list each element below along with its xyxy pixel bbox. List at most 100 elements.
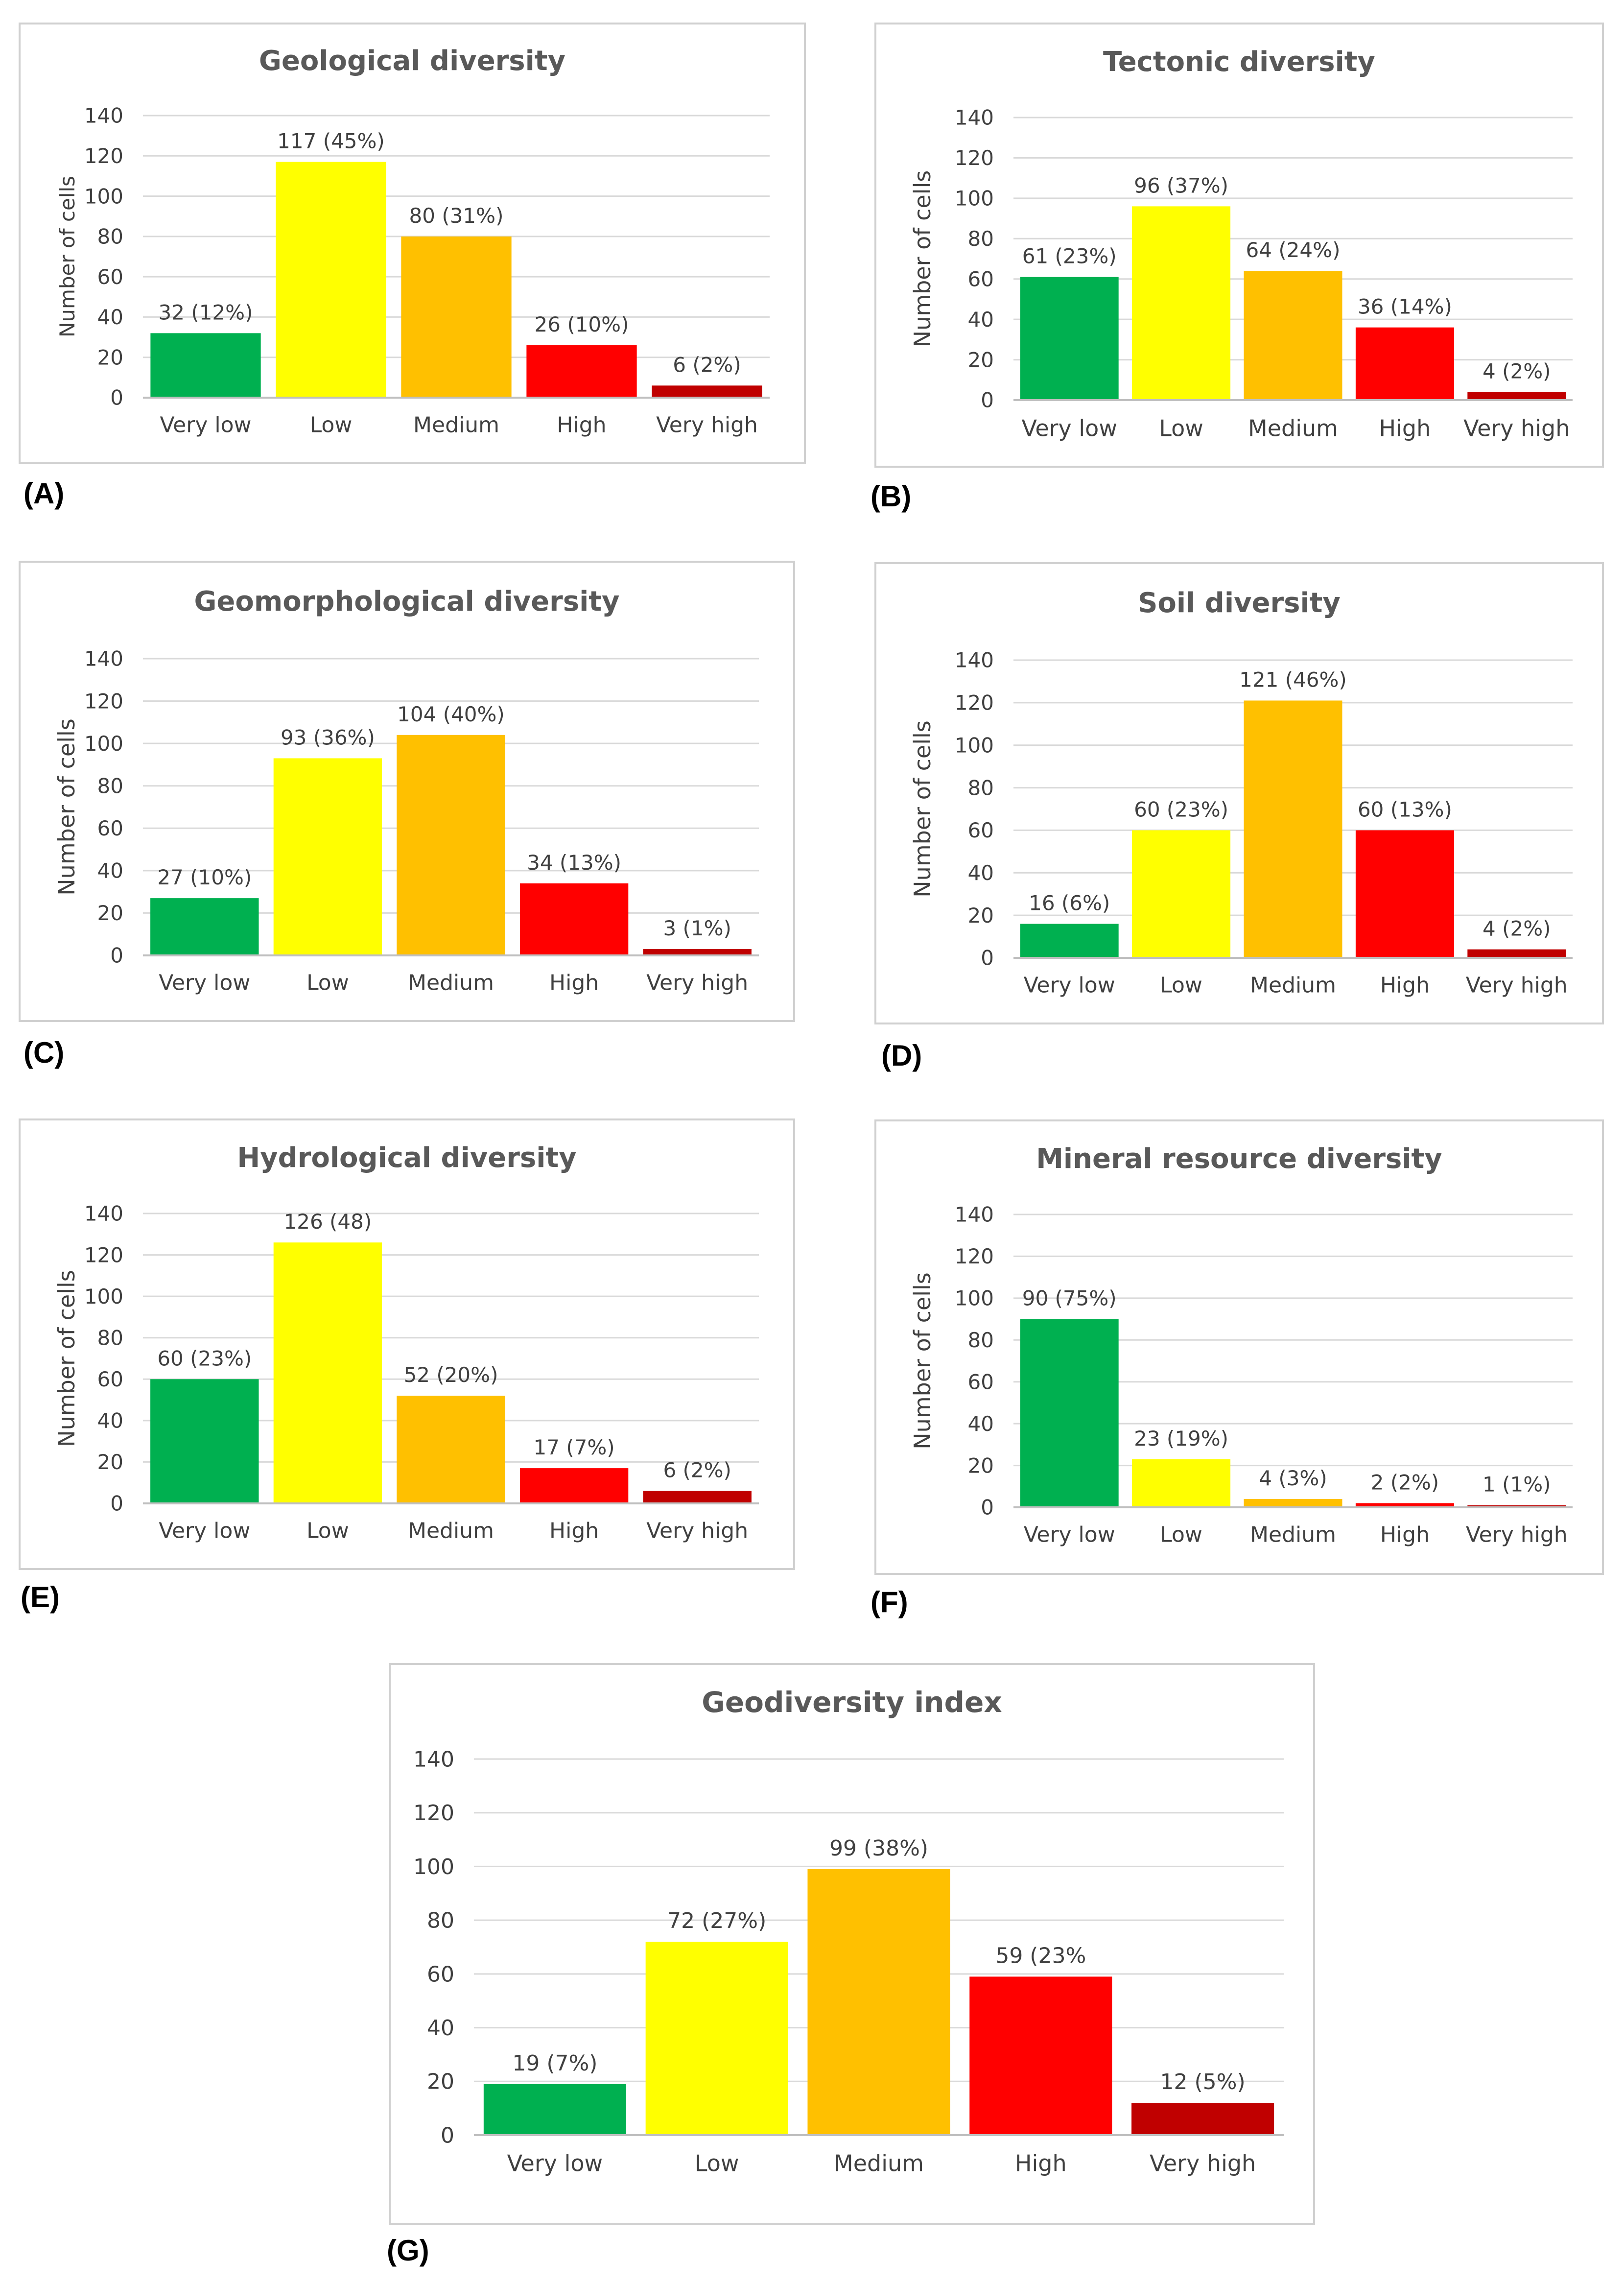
data-label-very-high: 12 (5%) — [1160, 2070, 1246, 2094]
y-tick-label: 120 — [84, 144, 123, 168]
bar-high — [969, 1976, 1112, 2135]
y-tick-label: 40 — [97, 1409, 123, 1433]
bar-high — [1355, 830, 1454, 958]
panel-label-d: (D) — [881, 1039, 922, 1072]
y-axis-title: Number of cells — [909, 170, 936, 348]
bar-very-high — [643, 949, 752, 955]
data-label-medium: 4 (3%) — [1259, 1466, 1327, 1490]
bar-very-high — [1467, 949, 1566, 958]
x-category-label-medium: Medium — [408, 1518, 494, 1543]
x-category-label-low: Low — [1160, 973, 1202, 998]
data-label-medium: 104 (40%) — [397, 702, 505, 726]
x-category-label-low: Low — [1160, 1522, 1202, 1547]
data-label-very-low: 19 (7%) — [512, 2051, 597, 2076]
chart-title: Soil diversity — [1138, 587, 1341, 619]
x-category-label-low: Low — [695, 2150, 739, 2177]
x-category-label-medium: Medium — [1248, 415, 1338, 442]
chart-svg-4: Hydrological diversity 0 20 40 60 80 100 120 140… — [53, 1142, 759, 1543]
data-label-low: 93 (36%) — [281, 725, 375, 749]
y-tick-label: 80 — [968, 227, 994, 251]
y-tick-label: 40 — [427, 2016, 454, 2041]
y-tick-label: 0 — [110, 386, 123, 410]
bar-high — [519, 1468, 629, 1503]
bar-low — [645, 1942, 788, 2135]
x-category-label-very-low: Very low — [507, 2150, 603, 2177]
data-label-very-low: 60 (23%) — [157, 1346, 252, 1370]
x-category-label-high: High — [1379, 415, 1431, 442]
bar-very-high — [1131, 2103, 1274, 2135]
chart-panel-a: Geological diversity 0 20 40 60 80 100 120 140 Nu… — [19, 23, 806, 464]
y-tick-label: 100 — [84, 184, 123, 208]
data-label-low: 72 (27%) — [667, 1908, 766, 1933]
y-tick-label: 0 — [110, 1492, 123, 1516]
x-category-label-very-high: Very high — [656, 412, 758, 437]
panel-label-c: (C) — [24, 1036, 65, 1069]
x-category-label-medium: Medium — [834, 2150, 924, 2177]
x-category-label-high: High — [1380, 973, 1430, 998]
y-axis-title: Number of cells — [909, 720, 936, 898]
x-category-label-low: Low — [306, 970, 349, 995]
y-tick-label: 40 — [968, 308, 994, 332]
chart-svg-1: Tectonic diversity 0 20 40 60 80 100 120 140 Numb… — [909, 46, 1573, 442]
y-tick-label: 60 — [968, 1370, 994, 1394]
y-tick-label: 0 — [981, 388, 994, 412]
data-label-medium: 121 (46%) — [1239, 668, 1347, 692]
bar-very-low — [1020, 277, 1119, 400]
data-label-very-high: 1 (1%) — [1483, 1473, 1551, 1497]
y-tick-label: 100 — [955, 1286, 994, 1310]
chart-svg-3: Soil diversity 0 20 40 60 80 100 120 140 Number o… — [909, 587, 1573, 998]
y-axis-title: Number of cells — [53, 1270, 80, 1447]
bar-high — [526, 345, 637, 398]
chart-panel-c: Geomorphological diversity 0 20 40 60 80 100 12… — [19, 561, 795, 1022]
y-tick-label: 60 — [968, 818, 994, 842]
x-category-label-very-high: Very high — [1463, 415, 1570, 442]
data-label-high: 36 (14%) — [1358, 295, 1452, 319]
y-tick-label: 140 — [84, 1202, 123, 1226]
bar-low — [1132, 206, 1231, 400]
data-label-medium: 52 (20%) — [404, 1363, 498, 1387]
bar-medium — [807, 1869, 950, 2135]
data-label-medium: 64 (24%) — [1246, 238, 1341, 262]
panel-label-b: (B) — [871, 480, 912, 513]
bar-very-high — [1467, 392, 1566, 400]
data-label-low: 60 (23%) — [1134, 797, 1228, 821]
chart-title: Geomorphological diversity — [194, 586, 619, 618]
y-tick-label: 60 — [97, 1367, 123, 1391]
chart-panel-f: Mineral resource diversity 0 20 40 60 80 100 12… — [874, 1119, 1604, 1575]
data-label-very-low: 61 (23%) — [1022, 244, 1117, 268]
y-tick-label: 120 — [955, 691, 994, 715]
y-tick-label: 60 — [97, 816, 123, 840]
chart-svg-6: Geodiversity index 0 20 40 60 80 100 120 140 19 (… — [413, 1686, 1284, 2177]
y-tick-label: 20 — [97, 345, 123, 369]
bar-low — [1132, 1459, 1231, 1507]
data-label-very-low: 90 (75%) — [1022, 1286, 1117, 1310]
y-tick-label: 80 — [97, 1326, 123, 1350]
y-tick-label: 80 — [427, 1908, 454, 1933]
bar-very-low — [150, 333, 261, 398]
x-category-label-very-low: Very low — [159, 1518, 250, 1543]
y-tick-label: 140 — [955, 1203, 994, 1227]
data-label-high: 34 (13%) — [527, 851, 621, 875]
y-tick-label: 80 — [968, 776, 994, 800]
data-label-high: 26 (10%) — [535, 312, 629, 336]
x-category-label-high: High — [549, 970, 599, 995]
y-tick-label: 40 — [968, 861, 994, 885]
data-label-low: 117 (45%) — [277, 129, 385, 153]
data-label-very-high: 6 (2%) — [663, 1458, 731, 1482]
data-label-low: 126 (48) — [284, 1210, 372, 1234]
bar-low — [276, 162, 386, 398]
data-label-very-low: 32 (12%) — [159, 300, 253, 324]
chart-title: Mineral resource diversity — [1036, 1143, 1442, 1175]
data-label-high: 17 (7%) — [533, 1435, 614, 1459]
y-tick-label: 120 — [84, 1243, 123, 1267]
chart-panel-g: Geodiversity index 0 20 40 60 80 100 120 140 19 (… — [389, 1663, 1315, 2225]
x-category-label-medium: Medium — [413, 412, 499, 437]
y-tick-label: 20 — [97, 1450, 123, 1474]
data-label-low: 96 (37%) — [1134, 173, 1228, 197]
x-category-label-very-high: Very high — [1150, 2150, 1256, 2177]
bar-very-high — [1467, 1505, 1566, 1507]
y-tick-label: 0 — [441, 2123, 454, 2148]
y-tick-label: 100 — [413, 1855, 454, 1880]
chart-svg-2: Geomorphological diversity 0 20 40 60 80 100 12… — [53, 586, 759, 995]
x-category-label-high: High — [1380, 1522, 1430, 1547]
